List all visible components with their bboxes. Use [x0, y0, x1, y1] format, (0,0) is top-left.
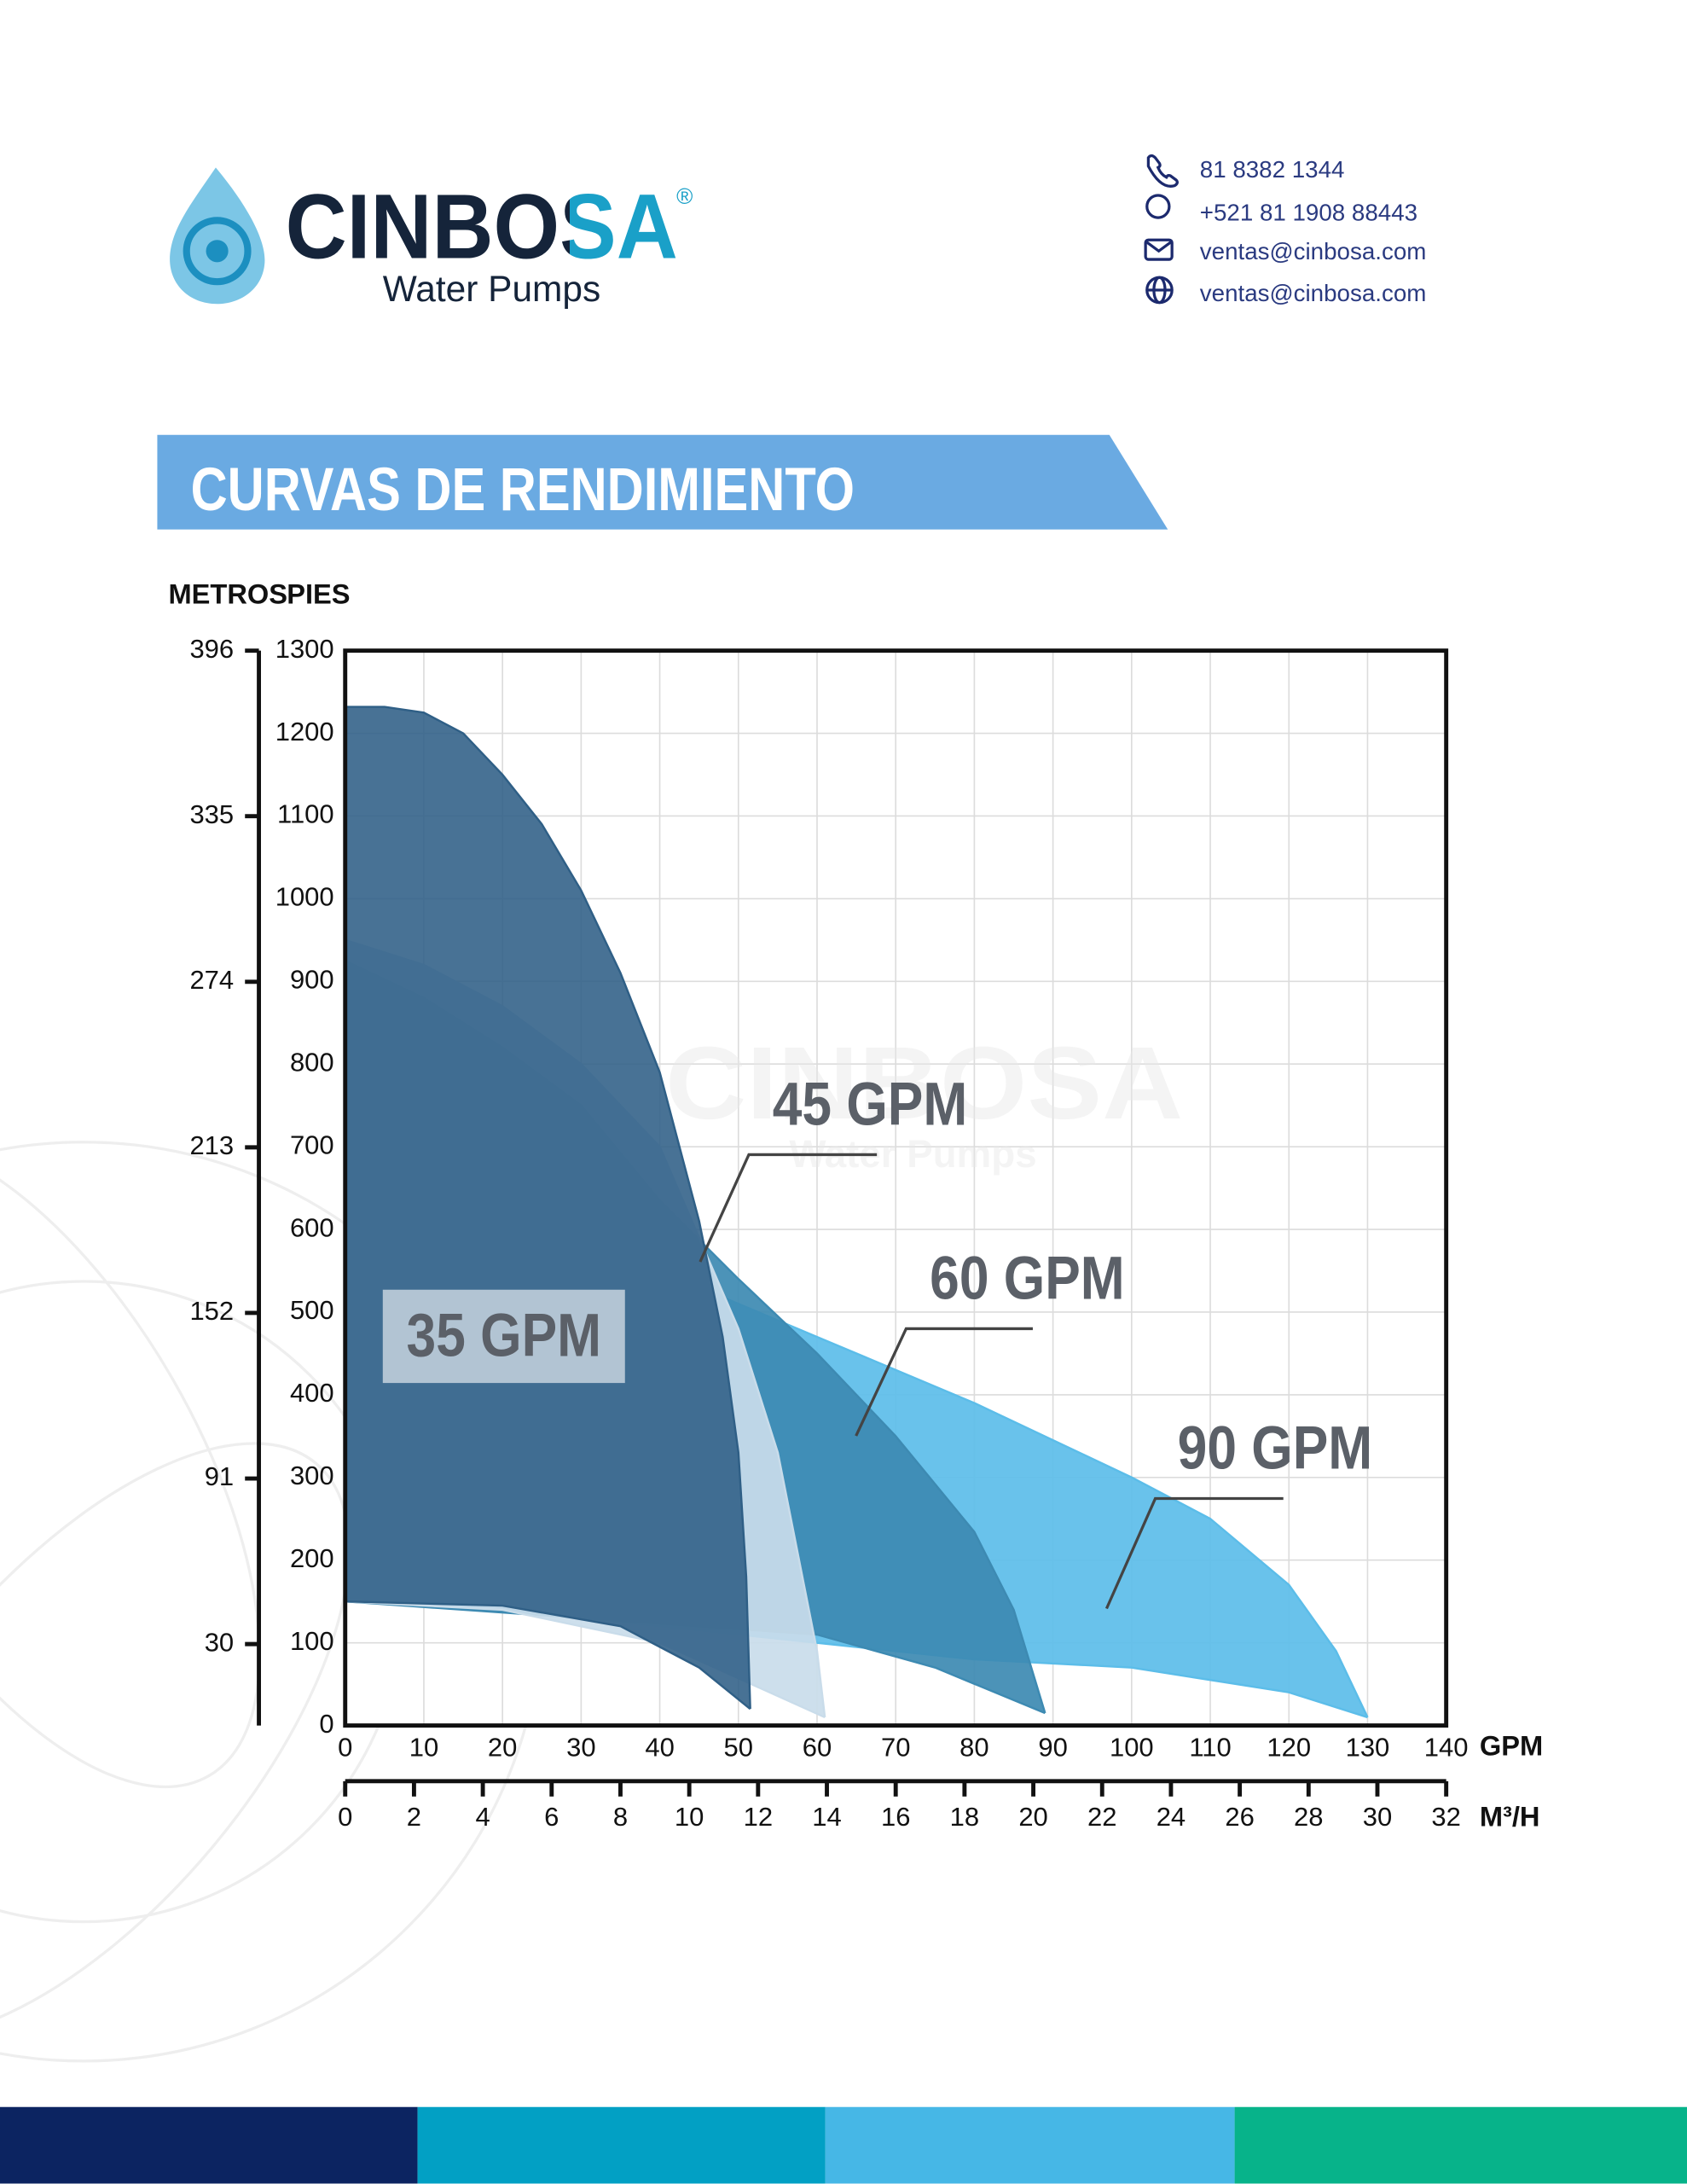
contact-web: ventas@cinbosa.com — [1200, 280, 1427, 306]
y2-tick-label: 274 — [189, 965, 234, 995]
y2-tick-label: 152 — [189, 1296, 234, 1326]
series-label: 60 GPM — [930, 1245, 1124, 1313]
x-tick-label: 110 — [1189, 1732, 1231, 1762]
watermark-brand: CINBOSA — [665, 1025, 1183, 1141]
y-tick-label: 200 — [290, 1543, 334, 1573]
y-tick-label: 900 — [290, 965, 334, 995]
x-tick-label: 140 — [1424, 1732, 1469, 1762]
x-tick-label: 130 — [1346, 1732, 1390, 1762]
x-tick-label: 80 — [959, 1732, 988, 1762]
y-tick-label: 100 — [290, 1626, 334, 1656]
y2-axis-title: METROS — [168, 578, 287, 610]
y2-tick-label: 30 — [205, 1627, 234, 1657]
footer-bar — [0, 2106, 418, 2184]
series-label: 35 GPM — [407, 1301, 601, 1369]
x-tick-label: 10 — [409, 1732, 438, 1762]
x2-tick-label: 16 — [881, 1802, 910, 1832]
x-tick-label: 60 — [803, 1732, 832, 1762]
x-tick-label: 0 — [338, 1732, 352, 1762]
y-tick-label: 500 — [290, 1295, 334, 1325]
y2-tick-label: 213 — [189, 1130, 234, 1160]
x-axis-title: GPM — [1480, 1729, 1543, 1761]
contact-whatsapp: +521 81 1908 88443 — [1200, 199, 1417, 225]
x2-tick-label: 22 — [1087, 1802, 1116, 1832]
performance-region — [345, 706, 751, 1710]
y2-tick-label: 335 — [189, 799, 234, 829]
y-axis-title: PIES — [287, 578, 350, 610]
footer-bar — [825, 2106, 1235, 2184]
logo-icon — [170, 167, 265, 305]
x2-tick-label: 28 — [1294, 1802, 1323, 1832]
x2-tick-label: 14 — [812, 1802, 841, 1832]
x2-tick-label: 8 — [613, 1802, 628, 1832]
x2-tick-label: 26 — [1225, 1802, 1254, 1832]
brand-name: CINBOSA — [286, 174, 678, 277]
footer-bar — [417, 2106, 826, 2184]
y-tick-label: 600 — [290, 1212, 334, 1242]
x-tick-label: 20 — [488, 1732, 517, 1762]
y-tick-label: 1300 — [275, 634, 334, 664]
contact-email: ventas@cinbosa.com — [1200, 238, 1427, 264]
y-tick-label: 1000 — [275, 882, 334, 912]
x2-tick-label: 30 — [1363, 1802, 1392, 1832]
section-banner — [157, 434, 1168, 530]
footer-bar — [1234, 2106, 1687, 2184]
label-box — [382, 1289, 625, 1384]
x2-tick-label: 10 — [675, 1802, 704, 1832]
upper-curve — [345, 706, 751, 1710]
x-tick-label: 70 — [881, 1732, 910, 1762]
y-tick-label: 1100 — [277, 799, 334, 829]
x-tick-label: 120 — [1267, 1732, 1311, 1762]
x2-tick-label: 4 — [475, 1802, 490, 1832]
lower-curve — [345, 1600, 751, 1711]
registered-mark: ® — [676, 183, 693, 209]
x2-tick-label: 18 — [950, 1802, 979, 1832]
contact-phone: 81 8382 1344 — [1200, 156, 1345, 183]
x2-tick-label: 6 — [544, 1802, 559, 1832]
y-tick-label: 700 — [290, 1130, 334, 1159]
section-title: CURVAS DE RENDIMIENTO — [191, 456, 855, 524]
x-tick-label: 40 — [645, 1732, 674, 1762]
y-tick-label: 400 — [290, 1378, 334, 1408]
y-tick-label: 300 — [290, 1461, 334, 1490]
x2-tick-label: 12 — [744, 1802, 773, 1832]
series-label: 90 GPM — [1178, 1414, 1372, 1483]
y-tick-label: 1200 — [275, 717, 334, 746]
y-tick-label: 800 — [290, 1047, 334, 1077]
contact-icons — [1144, 154, 1179, 305]
x2-tick-label: 0 — [338, 1802, 352, 1832]
brand-tagline: Water Pumps — [383, 269, 600, 309]
leader-line — [855, 1327, 1033, 1437]
leader-line — [1104, 1496, 1284, 1610]
x2-tick-label: 32 — [1431, 1802, 1460, 1832]
x2-tick-label: 24 — [1157, 1802, 1186, 1832]
x-tick-label: 100 — [1110, 1732, 1154, 1762]
x2-tick-label: 2 — [407, 1802, 421, 1832]
leader-line — [699, 1153, 878, 1263]
y-tick-label: 0 — [319, 1709, 333, 1739]
x2-axis-title: M³/H — [1480, 1801, 1540, 1833]
lower-curve — [345, 1600, 1046, 1715]
x-tick-label: 30 — [566, 1732, 595, 1762]
plot-frame — [343, 648, 1449, 1728]
x2-tick-label: 20 — [1018, 1802, 1047, 1832]
x-tick-label: 50 — [724, 1732, 753, 1762]
y2-tick-label: 396 — [189, 634, 234, 664]
series-label: 45 GPM — [773, 1071, 967, 1139]
x-tick-label: 90 — [1038, 1732, 1067, 1762]
y2-tick-label: 91 — [205, 1461, 234, 1491]
